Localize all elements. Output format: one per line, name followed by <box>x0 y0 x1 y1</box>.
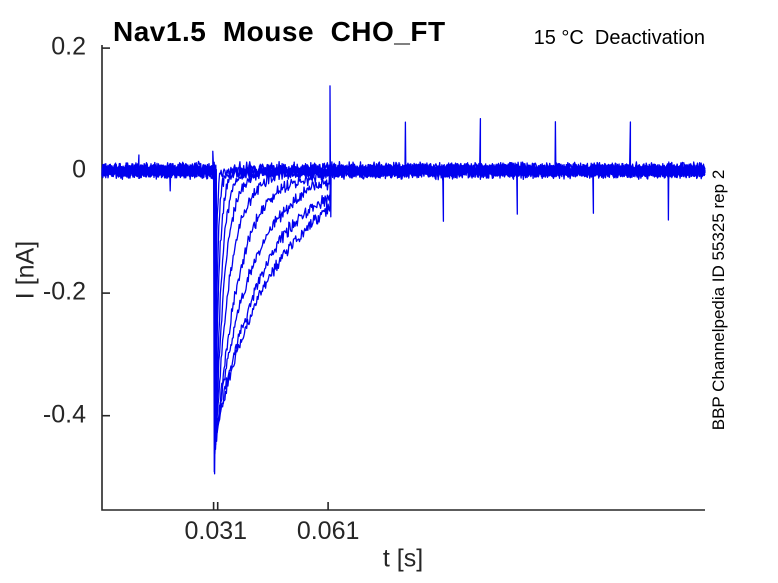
axis-spines <box>101 45 705 511</box>
x-tick-label: 0.061 <box>296 517 360 545</box>
y-tick-label: -0.4 <box>42 400 86 429</box>
x-axis-label: t [s] <box>382 544 424 573</box>
sweep-trace-6 <box>101 161 706 442</box>
sweep-trace-5 <box>101 161 706 446</box>
x-tick-label: 0.031 <box>184 517 248 545</box>
sweep-trace-7 <box>101 161 706 437</box>
chart-title: Nav1.5 Mouse CHO_FT <box>113 16 446 47</box>
sweep-trace-9 <box>101 160 706 430</box>
y-tick-label: -0.2 <box>42 277 86 306</box>
y-tick-label: 0 <box>72 155 86 184</box>
sweep-trace-0 <box>101 85 706 473</box>
sweep-trace-2 <box>101 161 706 455</box>
sweep-trace-1 <box>101 161 706 475</box>
y-tick-label: 0.2 <box>51 32 86 61</box>
temperature-protocol-annotation: 15 °C Deactivation <box>533 27 705 49</box>
sweep-trace-3 <box>101 161 706 448</box>
channelpedia-id-watermark: BBP Channelpedia ID 55325 rep 2 <box>709 169 728 431</box>
sweep-trace-8 <box>101 161 706 435</box>
sweep-trace-4 <box>101 161 706 450</box>
